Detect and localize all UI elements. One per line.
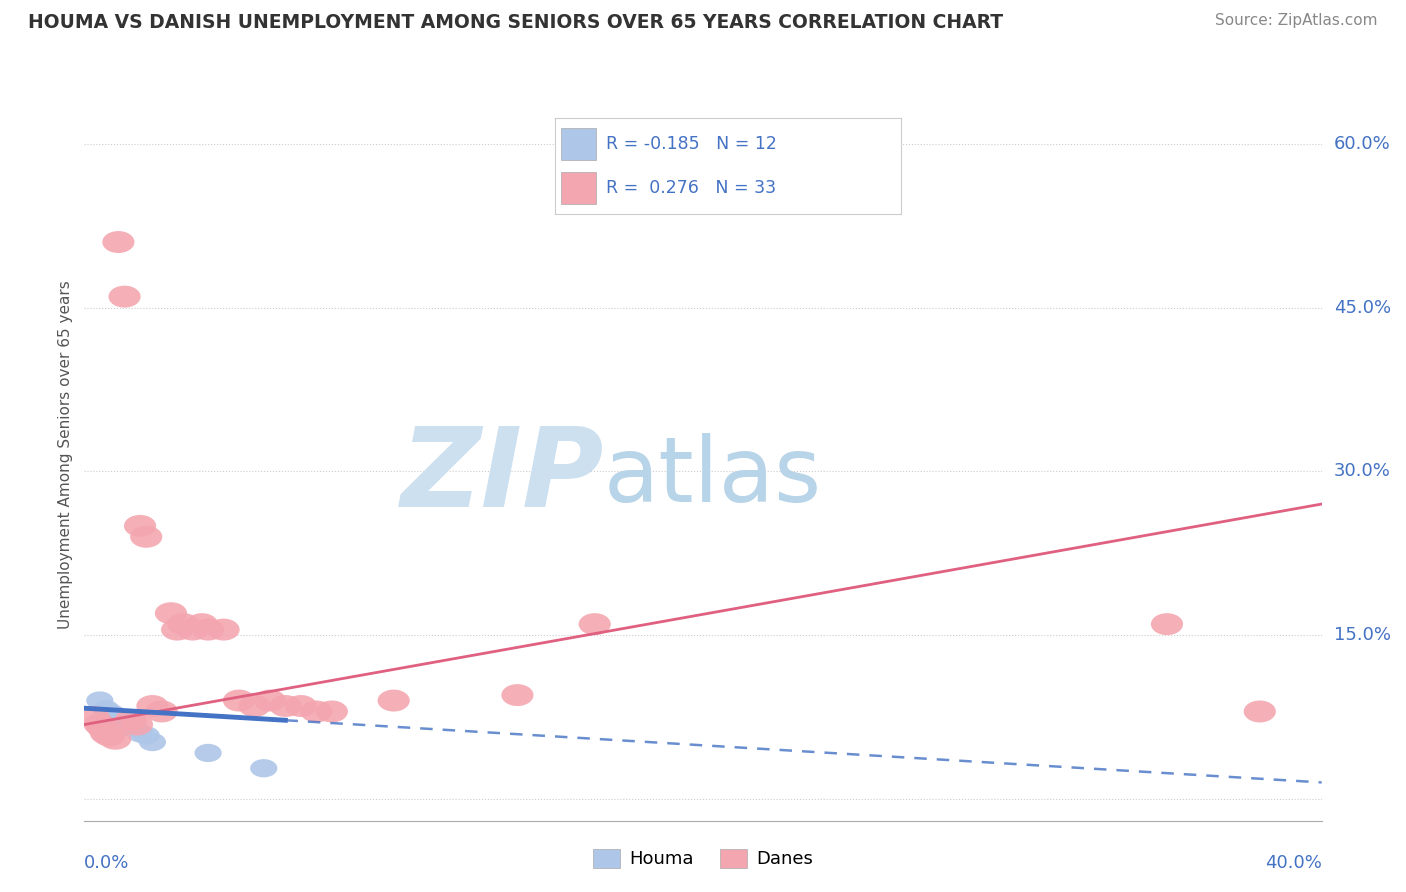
Ellipse shape [103,231,135,253]
Text: 45.0%: 45.0% [1334,299,1391,317]
Ellipse shape [579,613,610,635]
Ellipse shape [101,707,129,726]
Ellipse shape [87,717,120,739]
Ellipse shape [114,715,141,734]
Ellipse shape [115,709,146,731]
Text: 0.0%: 0.0% [84,854,129,871]
Ellipse shape [208,619,239,640]
Ellipse shape [146,700,177,723]
Ellipse shape [167,613,200,635]
Ellipse shape [224,690,254,712]
Ellipse shape [193,619,224,640]
Ellipse shape [186,613,218,635]
Ellipse shape [93,700,120,718]
Ellipse shape [177,619,208,640]
Text: 60.0%: 60.0% [1334,135,1391,153]
FancyBboxPatch shape [561,128,596,161]
Text: Source: ZipAtlas.com: Source: ZipAtlas.com [1215,13,1378,29]
Text: 15.0%: 15.0% [1334,626,1391,644]
Text: HOUMA VS DANISH UNEMPLOYMENT AMONG SENIORS OVER 65 YEARS CORRELATION CHART: HOUMA VS DANISH UNEMPLOYMENT AMONG SENIO… [28,13,1004,32]
Ellipse shape [124,515,156,537]
Ellipse shape [316,700,347,723]
Ellipse shape [155,602,187,624]
Ellipse shape [84,714,115,736]
Ellipse shape [77,706,110,728]
Ellipse shape [1152,613,1182,635]
Ellipse shape [108,711,135,730]
Ellipse shape [98,705,125,723]
Ellipse shape [121,714,153,736]
Text: atlas: atlas [605,433,823,521]
Text: 30.0%: 30.0% [1334,462,1391,480]
Text: 40.0%: 40.0% [1265,854,1322,871]
Ellipse shape [254,690,285,712]
Ellipse shape [139,733,166,751]
Ellipse shape [100,728,131,750]
Ellipse shape [285,695,316,717]
Ellipse shape [250,759,277,778]
Ellipse shape [378,690,409,712]
Ellipse shape [93,724,125,747]
Ellipse shape [127,724,153,742]
FancyBboxPatch shape [561,171,596,204]
Text: R =  0.276   N = 33: R = 0.276 N = 33 [606,179,776,197]
Ellipse shape [136,695,169,717]
Legend: Houma, Danes: Houma, Danes [583,840,823,878]
Text: ZIP: ZIP [401,424,605,531]
Ellipse shape [239,695,270,717]
Ellipse shape [90,723,122,744]
Ellipse shape [1244,700,1275,723]
Ellipse shape [132,726,160,745]
Ellipse shape [162,619,193,640]
Ellipse shape [86,691,114,710]
Ellipse shape [301,700,332,723]
Ellipse shape [270,695,301,717]
Ellipse shape [121,719,148,737]
Ellipse shape [131,525,162,548]
Ellipse shape [108,285,141,308]
Ellipse shape [502,684,533,706]
Text: R = -0.185   N = 12: R = -0.185 N = 12 [606,135,778,153]
Y-axis label: Unemployment Among Seniors over 65 years: Unemployment Among Seniors over 65 years [58,281,73,629]
Ellipse shape [194,744,222,762]
